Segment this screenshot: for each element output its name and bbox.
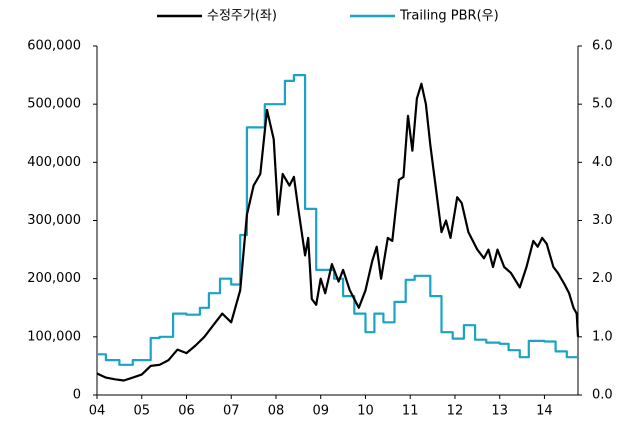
y-tick-label: 100,000 [27,329,81,344]
y-tick-label: 600,000 [27,39,81,54]
y2-tick-label: 6.0 [592,39,613,54]
x-tick-label: 11 [402,404,419,419]
x-tick-label: 08 [268,404,285,419]
legend-label: Trailing PBR(우) [399,9,499,24]
x-tick-label: 04 [89,404,106,419]
y2-tick-label: 2.0 [592,271,613,286]
y-tick-label: 0 [73,388,81,403]
line-series [97,74,578,366]
y2-tick-label: 0.0 [592,388,613,403]
y2-tick-label: 4.0 [592,155,613,170]
y2-tick-label: 1.0 [592,329,613,344]
x-tick-label: 06 [178,404,195,419]
x-tick-label: 09 [312,404,329,419]
y-tick-label: 200,000 [27,271,81,286]
y2-tick-label: 3.0 [592,213,613,228]
x-tick-label: 10 [357,404,374,419]
y2-tick-label: 5.0 [592,97,613,112]
legend-label: 수정주가(좌) [207,9,277,24]
line-series [96,82,580,382]
y-tick-label: 400,000 [27,155,81,170]
x-tick-label: 12 [447,404,464,419]
x-tick-label: 14 [536,404,553,419]
y-tick-label: 500,000 [27,97,81,112]
x-tick-label: 13 [491,404,508,419]
y-tick-label: 300,000 [27,213,81,228]
x-tick-label: 07 [223,404,240,419]
x-tick-label: 05 [133,404,150,419]
